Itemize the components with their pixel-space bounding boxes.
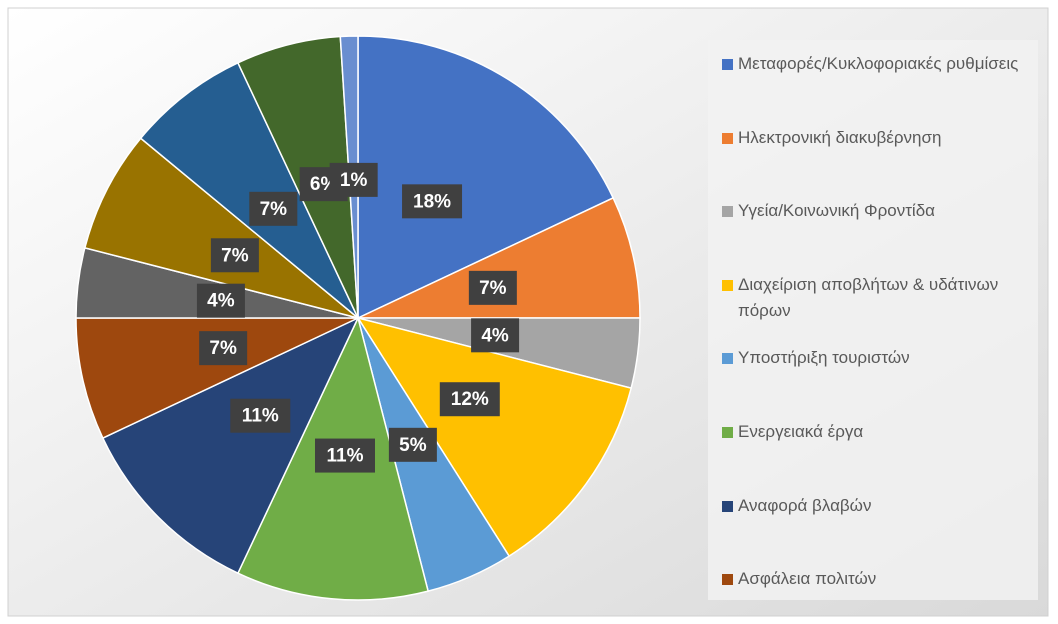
- data-label-box: [439, 382, 500, 417]
- legend-entry: Υποστήριξη τουριστών: [722, 348, 1032, 371]
- pie-slice: [357, 196, 641, 319]
- pie-slice: [356, 316, 633, 558]
- data-label-box: [388, 427, 437, 462]
- legend-label: Αναφορά βλαβών: [738, 495, 872, 515]
- data-label: 12%: [451, 389, 489, 410]
- data-label-box: [249, 191, 298, 226]
- data-label: 4%: [207, 291, 235, 312]
- legend-entry: Ενεργειακά έργα: [722, 422, 1032, 445]
- data-label: 7%: [260, 199, 288, 220]
- pie-slice: [139, 61, 359, 319]
- pie-slice: [357, 35, 615, 320]
- legend-swatch: [722, 353, 733, 365]
- data-label-box: [196, 283, 245, 318]
- data-label: 11%: [242, 406, 279, 427]
- data-label: 5%: [399, 435, 427, 456]
- data-label: 18%: [413, 191, 451, 212]
- legend-entry: Μεταφορές/Κυκλοφοριακές ρυθμίσεις: [722, 54, 1032, 77]
- pie-slice: [75, 317, 359, 440]
- data-label: 7%: [209, 338, 237, 359]
- legend-entry: Αναφορά βλαβών: [722, 496, 1032, 519]
- data-label-box: [210, 238, 259, 273]
- data-label-box: [230, 398, 291, 433]
- legend-label: Υποστήριξη τουριστών: [738, 348, 910, 368]
- legend-swatch: [722, 574, 733, 586]
- legend-label: Υγεία/Κοινωνική Φροντίδα: [738, 201, 935, 221]
- data-label: 4%: [481, 325, 509, 346]
- data-label: 11%: [327, 446, 364, 467]
- legend-label: Ενεργειακά έργα: [738, 422, 864, 441]
- legend-label: Μεταφορές/Κυκλοφοριακές ρυθμίσεις: [738, 54, 1019, 73]
- pie-slice: [101, 316, 360, 575]
- data-label-box: [402, 184, 463, 219]
- legend-entry: Διαχείριση αποβλήτων & υδάτινων πόρων: [722, 275, 1032, 324]
- data-label-box: [471, 318, 520, 353]
- data-label-box: [199, 331, 248, 366]
- data-label: 7%: [479, 278, 507, 299]
- legend-label: Ηλεκτρονική διακυβέρνηση: [738, 127, 942, 147]
- legend-entry: Υγεία/Κοινωνική Φροντίδα: [722, 201, 1032, 224]
- legend-swatch: [722, 206, 733, 218]
- legend-label: Διαχείριση αποβλήτων & υδάτινων πόρων: [738, 274, 999, 320]
- legend-swatch: [722, 500, 733, 512]
- legend-entry: Ηλεκτρονική διακυβέρνηση: [722, 128, 1032, 151]
- legend-background: [708, 40, 1038, 600]
- legend-entry: Ασφάλεια πολιτών: [722, 569, 1032, 592]
- data-label: 1%: [340, 170, 368, 191]
- data-label-box: [468, 270, 517, 305]
- legend-swatch: [722, 427, 733, 438]
- data-label-box: [329, 162, 378, 197]
- legend-swatch: [722, 59, 733, 70]
- data-label-box: [314, 438, 375, 473]
- legend-swatch: [722, 132, 733, 144]
- pie-slice: [83, 137, 359, 319]
- legend-label: Ασφάλεια πολιτών: [738, 569, 877, 589]
- data-label: 7%: [221, 245, 249, 266]
- legend-swatch: [722, 279, 733, 291]
